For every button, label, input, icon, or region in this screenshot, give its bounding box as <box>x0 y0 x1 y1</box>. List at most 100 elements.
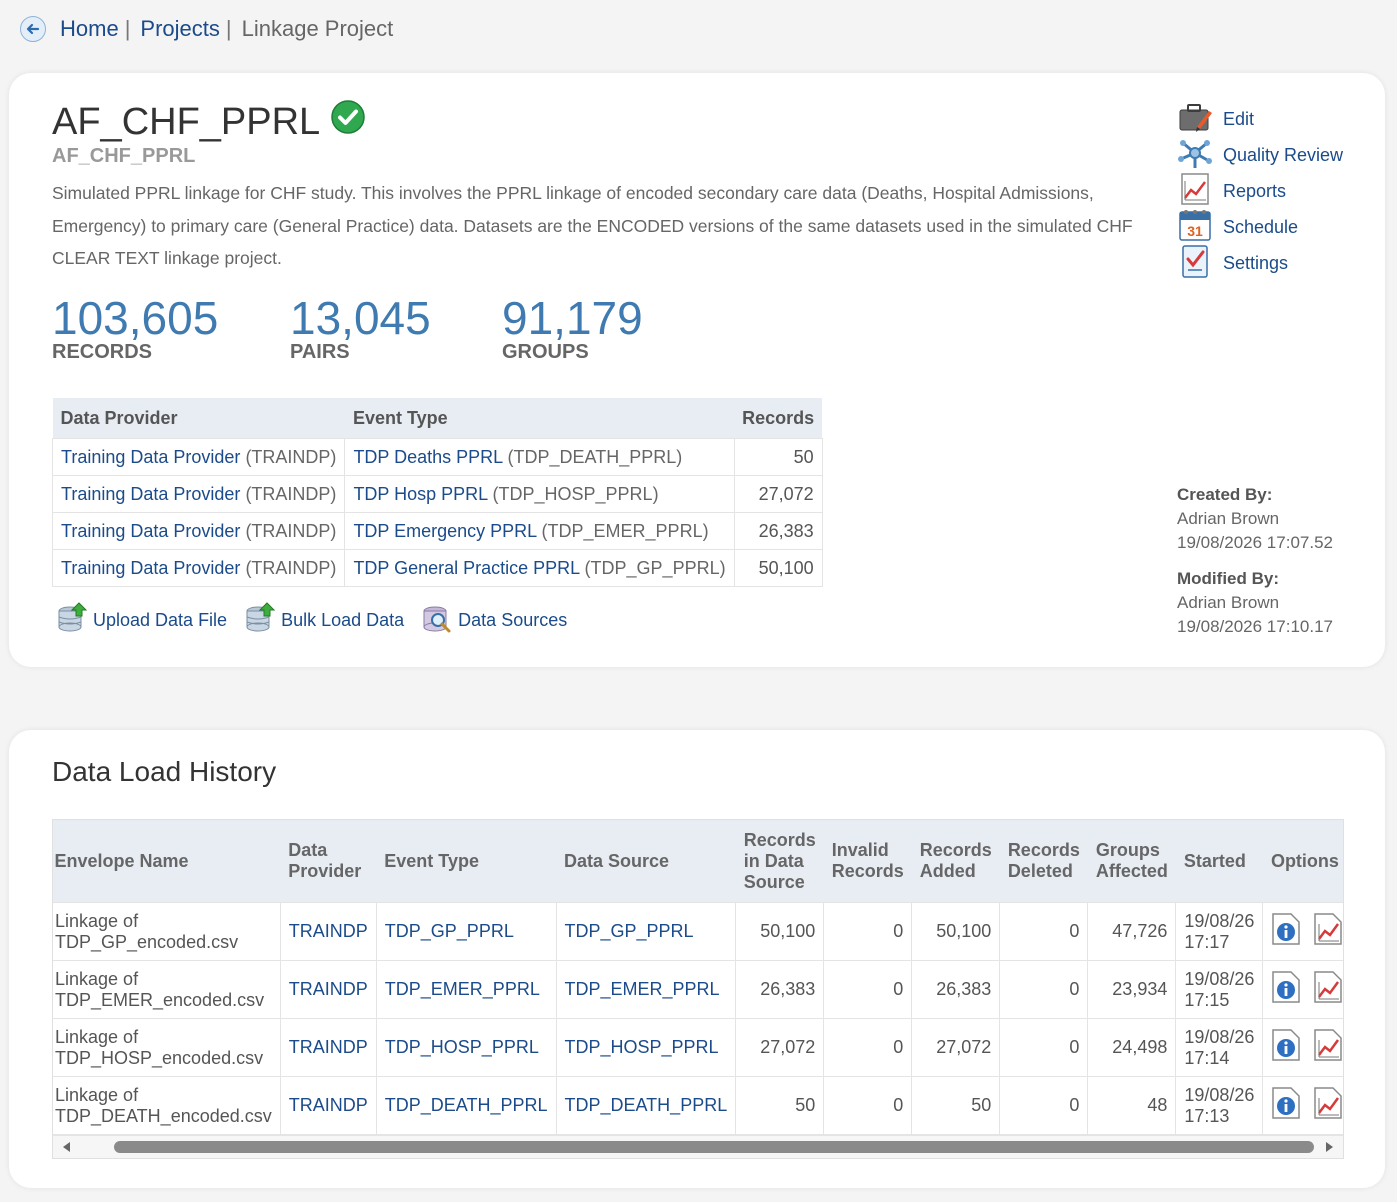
breadcrumb-home-link[interactable]: Home <box>60 16 119 41</box>
envelope-name-line: Linkage of <box>55 1084 139 1105</box>
database-upload-icon <box>55 601 93 640</box>
edit-link[interactable]: Edit <box>1223 108 1255 129</box>
event-cell: TDP_EMER_PPRL <box>375 960 557 1019</box>
source-link[interactable]: TDP_DEATH_PPRL <box>564 1095 728 1115</box>
modified-at: 19/08/2026 17:10.17 <box>1177 617 1333 636</box>
provider-code: (TRAINDP) <box>245 557 337 578</box>
schedule-link[interactable]: Schedule <box>1223 216 1299 237</box>
provider-link[interactable]: TRAINDP <box>288 979 368 999</box>
event-link[interactable]: TDP_DEATH_PPRL <box>384 1095 548 1115</box>
started-cell: 19/08/26 17:15 <box>1175 960 1264 1019</box>
started-date: 19/08/26 <box>1184 910 1255 931</box>
event-code: (TDP_DEATH_PPRL) <box>507 446 683 467</box>
history-table-scroll[interactable]: Envelope Name Data Provider Event Type Da… <box>52 819 1344 1159</box>
envelope-name-line: TDP_HOSP_encoded.csv <box>55 1047 264 1068</box>
project-title: AF_CHF_PPRL <box>52 100 321 143</box>
data-sources-label[interactable]: Data Sources <box>458 610 568 630</box>
bulk-load-data-button[interactable]: Bulk Load Data <box>243 601 404 640</box>
column-header-text: Data Source <box>564 850 670 871</box>
provider-link[interactable]: TRAINDP <box>288 1095 368 1115</box>
event-link[interactable]: TDP Deaths PPRL <box>353 446 503 467</box>
provider-code: (TRAINDP) <box>245 520 337 541</box>
column-header-text: Affected <box>1095 861 1168 881</box>
chart-icon[interactable] <box>1313 1086 1343 1125</box>
scroll-right-icon[interactable] <box>1326 1142 1333 1152</box>
quality-review-link[interactable]: Quality Review <box>1223 144 1344 165</box>
reports-link[interactable]: Reports <box>1223 180 1287 201</box>
table-row: Linkage of TDP_EMER_encoded.csv TRAINDP T… <box>53 960 1343 1019</box>
column-header-text: Started <box>1183 850 1246 871</box>
provider-link[interactable]: Training Data Provider <box>61 446 241 467</box>
event-link[interactable]: TDP_GP_PPRL <box>384 921 514 941</box>
info-icon[interactable] <box>1271 912 1301 951</box>
upload-data-file-button[interactable]: Upload Data File <box>55 601 227 640</box>
breadcrumb-projects-link[interactable]: Projects <box>140 16 220 41</box>
data-sources-button[interactable]: Data Sources <box>420 601 567 640</box>
scrollbar-thumb[interactable] <box>114 1141 1314 1153</box>
quality-review-menu-item[interactable]: Quality Review <box>1177 137 1343 173</box>
upload-data-file-label[interactable]: Upload Data File <box>93 610 228 630</box>
source-cell: TDP_GP_PPRL <box>555 902 737 961</box>
event-cell: TDP_DEATH_PPRL <box>375 1076 557 1135</box>
history-table: Envelope Name Data Provider Event Type Da… <box>53 820 1343 1135</box>
provider-cell: Training Data Provider (TRAINDP) <box>51 475 346 513</box>
provider-link[interactable]: Training Data Provider <box>61 483 241 504</box>
column-header-text: Invalid <box>831 840 889 860</box>
settings-menu-item[interactable]: Settings <box>1177 244 1343 281</box>
horizontal-scrollbar[interactable] <box>53 1135 1343 1158</box>
source-link[interactable]: TDP_GP_PPRL <box>564 921 694 941</box>
providers-table: Data Provider Event Type Records Trainin… <box>51 398 823 587</box>
invalid-cell: 0 <box>823 960 913 1019</box>
network-icon <box>1177 135 1223 176</box>
envelope-name-line: TDP_EMER_encoded.csv <box>55 989 265 1010</box>
chart-icon[interactable] <box>1313 912 1343 951</box>
event-link[interactable]: TDP_HOSP_PPRL <box>384 1037 539 1057</box>
schedule-menu-item[interactable]: 31 Schedule <box>1177 209 1343 245</box>
provider-cell: Training Data Provider (TRAINDP) <box>51 438 346 476</box>
modified-by-label: Modified By: <box>1177 569 1279 588</box>
provider-link[interactable]: TRAINDP <box>288 1037 368 1057</box>
records-cell: 27,072 <box>735 1018 825 1077</box>
records-cell: 50 <box>735 1076 825 1135</box>
event-link[interactable]: TDP General Practice PPRL <box>353 557 580 578</box>
started-date: 19/08/26 <box>1184 1084 1255 1105</box>
edit-menu-item[interactable]: Edit <box>1177 101 1343 137</box>
info-icon[interactable] <box>1271 1086 1301 1125</box>
column-header: Groups Affected <box>1087 820 1176 903</box>
groups-cell: 24,498 <box>1087 1018 1177 1077</box>
table-header-row: Envelope Name Data Provider Event Type Da… <box>53 820 1343 903</box>
reports-menu-item[interactable]: Reports <box>1177 172 1343 209</box>
chart-icon[interactable] <box>1313 970 1343 1009</box>
source-link[interactable]: TDP_HOSP_PPRL <box>564 1037 719 1057</box>
column-header: Options <box>1262 820 1343 903</box>
info-icon[interactable] <box>1271 1028 1301 1067</box>
provider-link[interactable]: Training Data Provider <box>61 520 241 541</box>
event-code: (TDP_GP_PPRL) <box>584 557 726 578</box>
calendar-day: 31 <box>1187 223 1203 239</box>
bulk-load-data-label[interactable]: Bulk Load Data <box>281 610 405 630</box>
chart-icon[interactable] <box>1313 1028 1343 1067</box>
event-link[interactable]: TDP_EMER_PPRL <box>384 979 540 999</box>
info-icon[interactable] <box>1271 970 1301 1009</box>
started-time: 17:17 <box>1184 931 1230 952</box>
stat-value: 103,605 <box>52 292 219 344</box>
column-header-text: in Data <box>743 850 804 871</box>
project-panel: AF_CHF_PPRL AF_CHF_PPRL Simulated PPRL l… <box>9 73 1385 667</box>
settings-link[interactable]: Settings <box>1223 252 1289 273</box>
scroll-left-icon[interactable] <box>63 1142 70 1152</box>
created-by-name: Adrian Brown <box>1177 509 1280 528</box>
event-link[interactable]: TDP Emergency PPRL <box>353 520 537 541</box>
event-link[interactable]: TDP Hosp PPRL <box>353 483 488 504</box>
records-cell: 50,100 <box>735 902 825 961</box>
started-cell: 19/08/26 17:17 <box>1175 902 1264 961</box>
provider-cell: Training Data Provider (TRAINDP) <box>51 549 346 587</box>
provider-link[interactable]: TRAINDP <box>288 921 368 941</box>
provider-link[interactable]: Training Data Provider <box>61 557 241 578</box>
options-cell <box>1262 960 1343 1019</box>
source-link[interactable]: TDP_EMER_PPRL <box>564 979 720 999</box>
column-header: Data Source <box>556 820 736 903</box>
column-header-text: Provider <box>288 861 362 881</box>
started-cell: 19/08/26 17:14 <box>1175 1018 1264 1077</box>
back-arrow-icon[interactable] <box>20 16 46 42</box>
added-cell: 50,100 <box>911 902 1001 961</box>
